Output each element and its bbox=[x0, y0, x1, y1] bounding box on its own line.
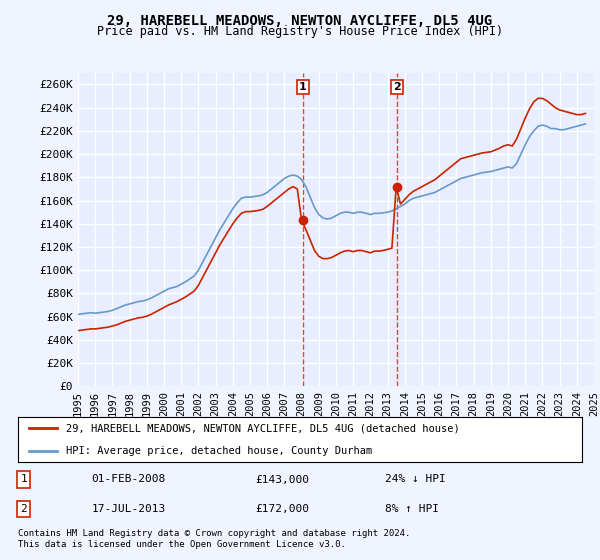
Text: 29, HAREBELL MEADOWS, NEWTON AYCLIFFE, DL5 4UG: 29, HAREBELL MEADOWS, NEWTON AYCLIFFE, D… bbox=[107, 14, 493, 28]
Text: £143,000: £143,000 bbox=[255, 474, 309, 484]
Text: 2: 2 bbox=[393, 82, 401, 92]
Text: £172,000: £172,000 bbox=[255, 504, 309, 514]
Text: 24% ↓ HPI: 24% ↓ HPI bbox=[385, 474, 445, 484]
Text: Price paid vs. HM Land Registry's House Price Index (HPI): Price paid vs. HM Land Registry's House … bbox=[97, 25, 503, 38]
Text: 1: 1 bbox=[299, 82, 307, 92]
Text: Contains HM Land Registry data © Crown copyright and database right 2024.
This d: Contains HM Land Registry data © Crown c… bbox=[18, 529, 410, 549]
Text: 17-JUL-2013: 17-JUL-2013 bbox=[91, 504, 166, 514]
Text: HPI: Average price, detached house, County Durham: HPI: Average price, detached house, Coun… bbox=[66, 446, 372, 456]
Text: 01-FEB-2008: 01-FEB-2008 bbox=[91, 474, 166, 484]
Text: 1: 1 bbox=[20, 474, 27, 484]
Text: 2: 2 bbox=[20, 504, 27, 514]
Text: 29, HAREBELL MEADOWS, NEWTON AYCLIFFE, DL5 4UG (detached house): 29, HAREBELL MEADOWS, NEWTON AYCLIFFE, D… bbox=[66, 423, 460, 433]
Text: 8% ↑ HPI: 8% ↑ HPI bbox=[385, 504, 439, 514]
